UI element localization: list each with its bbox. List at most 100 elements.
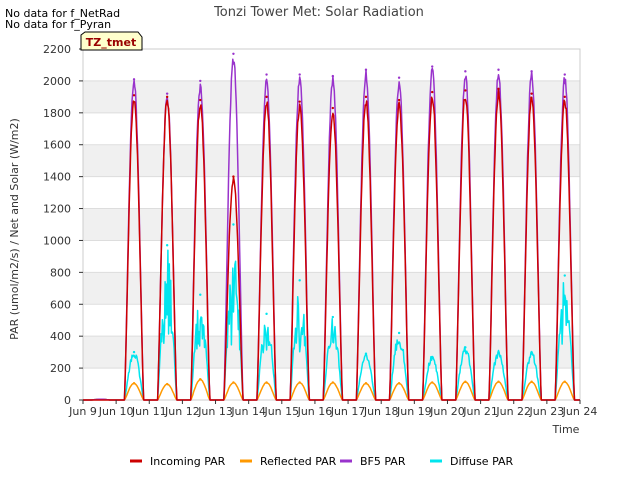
daily-peak-point xyxy=(165,244,169,247)
x-tick-label: Jun 9 xyxy=(68,405,97,418)
daily-peak-point xyxy=(331,106,335,110)
daily-peak-point xyxy=(464,89,467,92)
axes: 0 200 400 600 800 1000 1200 1400 1600 1800 2000 220… xyxy=(43,43,597,418)
daily-peak-point xyxy=(397,382,401,385)
series-diffuse-par xyxy=(82,223,581,401)
legend: Incoming PAR Reflected PAR BF5 PAR Diffuse … xyxy=(130,455,514,468)
y-tick-label: 600 xyxy=(50,298,71,311)
daily-peak-point xyxy=(397,331,401,335)
x-tick-label: Jun 16 xyxy=(297,405,333,418)
daily-peak-point xyxy=(199,98,202,102)
y-tick-label: 800 xyxy=(50,266,71,279)
x-tick-label: Jun 12 xyxy=(164,405,200,418)
daily-peak-point xyxy=(298,279,301,282)
daily-peak-point xyxy=(563,274,566,277)
daily-peak-point xyxy=(497,380,500,383)
daily-peak-point xyxy=(232,52,235,55)
daily-peak-point xyxy=(132,382,136,385)
daily-peak-point xyxy=(165,95,169,99)
daily-peak-point xyxy=(497,350,500,354)
daily-peak-point xyxy=(165,382,169,386)
y-tick-label: 2000 xyxy=(43,75,71,88)
daily-peak-point xyxy=(530,352,533,355)
daily-peak-point xyxy=(232,223,235,226)
daily-peak-point xyxy=(331,74,335,78)
series-line xyxy=(82,88,581,401)
daily-peak-point xyxy=(397,98,401,102)
x-tick-label: Jun 23 xyxy=(529,405,565,418)
daily-peak-point xyxy=(464,346,467,349)
daily-peak-point xyxy=(265,95,268,99)
y-tick-label: 200 xyxy=(50,362,71,375)
daily-peak-point xyxy=(199,79,202,83)
y-tick-label: 1600 xyxy=(43,139,71,152)
daily-peak-point xyxy=(232,381,235,384)
daily-peak-point xyxy=(563,95,566,99)
x-tick-label: Jun 10 xyxy=(98,405,134,418)
station-badge: TZ_tmet xyxy=(80,31,143,51)
no-data-note-pyran: No data for f_Pyran xyxy=(5,18,112,31)
x-tick-label: Jun 24 xyxy=(562,405,598,418)
daily-peak-point xyxy=(132,94,136,97)
daily-peak-point xyxy=(431,65,434,68)
daily-peak-point xyxy=(563,73,566,76)
series-layer xyxy=(82,52,581,401)
daily-peak-point xyxy=(530,92,533,95)
series-line xyxy=(82,249,581,401)
daily-peak-point xyxy=(265,312,268,316)
daily-peak-point xyxy=(265,73,268,76)
daily-peak-point xyxy=(132,350,136,354)
chart-title: Tonzi Tower Met: Solar Radiation xyxy=(213,5,424,20)
y-tick-label: 1200 xyxy=(43,203,71,216)
y-tick-label: 1000 xyxy=(43,234,71,247)
daily-peak-point xyxy=(530,380,533,383)
daily-peak-point xyxy=(199,378,202,381)
x-tick-label: Jun 20 xyxy=(429,405,465,418)
plot-band xyxy=(83,144,580,177)
y-tick-label: 2200 xyxy=(43,43,71,56)
x-tick-label: Jun 14 xyxy=(230,405,266,418)
daily-peak-point xyxy=(265,381,268,384)
y-tick-label: 400 xyxy=(50,330,71,343)
no-data-note-netrad: No data for f_NetRad xyxy=(5,7,121,20)
series-reflected-par xyxy=(82,378,581,401)
daily-peak-point xyxy=(464,380,467,383)
daily-peak-point xyxy=(397,76,401,79)
x-tick-label: Jun 18 xyxy=(363,405,399,418)
x-tick-label: Jun 22 xyxy=(495,405,531,418)
daily-peak-point xyxy=(431,381,434,384)
daily-peak-point xyxy=(132,78,136,81)
series-incoming-par xyxy=(82,87,581,401)
station-badge-label: TZ_tmet xyxy=(86,36,136,49)
daily-peak-point xyxy=(431,90,434,94)
legend-item: Diffuse PAR xyxy=(430,455,514,468)
daily-peak-point xyxy=(331,315,335,319)
daily-peak-point xyxy=(331,381,335,384)
daily-peak-point xyxy=(563,380,566,383)
legend-item: Reflected PAR xyxy=(240,455,337,468)
daily-peak-point xyxy=(298,73,301,76)
series-line xyxy=(82,378,581,401)
x-tick-label: Jun 19 xyxy=(396,405,432,418)
x-axis-label: Time xyxy=(552,423,580,436)
station-badge-shape xyxy=(80,31,143,51)
legend-label: Reflected PAR xyxy=(260,455,337,468)
daily-peak-point xyxy=(364,382,368,385)
legend-item: BF5 PAR xyxy=(340,455,406,468)
legend-label: Incoming PAR xyxy=(150,455,226,468)
daily-peak-point xyxy=(199,293,202,296)
daily-peak-point xyxy=(497,68,500,71)
daily-peak-point xyxy=(298,100,301,103)
daily-peak-point xyxy=(497,87,500,91)
daily-peak-point xyxy=(364,95,368,99)
legend-label: BF5 PAR xyxy=(360,455,406,468)
daily-peak-point xyxy=(232,175,235,178)
y-axis-label: PAR (umol/m2/s) / Net and Solar (W/m2) xyxy=(8,118,21,340)
legend-item: Incoming PAR xyxy=(130,455,226,468)
plot-band xyxy=(83,208,580,241)
daily-peak-point xyxy=(431,355,434,359)
x-tick-label: Jun 13 xyxy=(197,405,233,418)
y-tick-label: 1400 xyxy=(43,171,71,184)
x-tick-label: Jun 15 xyxy=(263,405,299,418)
daily-peak-point xyxy=(464,70,467,73)
